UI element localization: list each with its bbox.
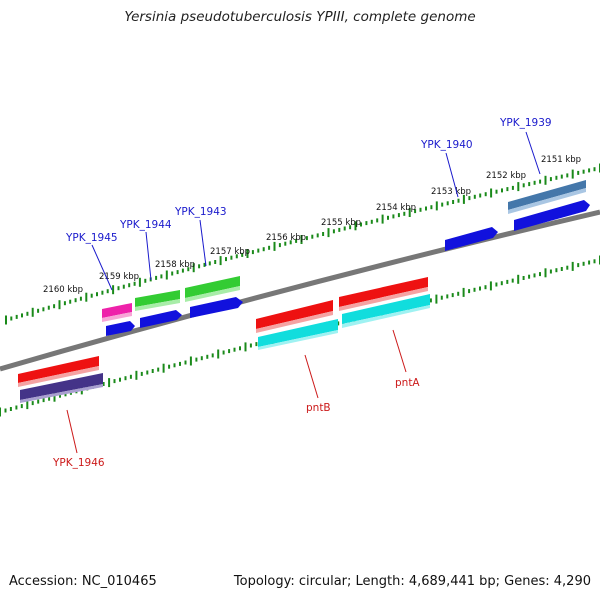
lower-leaders [66, 329, 407, 454]
figure-title: Yersinia pseudotuberculosis YPIII, compl… [124, 9, 476, 25]
feature-blue-arrow [190, 297, 243, 318]
feature-steel [508, 180, 586, 210]
feature-blue-arrow [140, 310, 182, 328]
feature-red [18, 356, 99, 383]
feature-green-shade [135, 299, 180, 311]
kbp-labels: 2151 kbp 2152 kbp 2153 kbp 2154 kbp 2155… [43, 155, 581, 295]
gene-label-ypk-1944: YPK_1944 [119, 219, 172, 231]
kbp-label: 2155 kbp [321, 218, 361, 228]
kbp-label: 2154 kbp [376, 203, 416, 213]
features-lower-strand [18, 277, 430, 403]
gene-label-ypk-1945: YPK_1945 [65, 232, 118, 244]
feature-red-shade [339, 287, 428, 311]
topology-label: Topology: circular; Length: 4,689,441 bp… [233, 574, 591, 589]
leader-line [304, 354, 319, 399]
feature-red [256, 300, 333, 329]
gene-label-pnta: pntA [395, 377, 420, 389]
feature-green-shade [185, 286, 240, 302]
feature-navy-shade [20, 384, 103, 403]
kbp-label: 2159 kbp [99, 272, 139, 282]
feature-red-shade [18, 366, 99, 387]
upper-leaders [91, 131, 541, 291]
leader-line [392, 329, 407, 373]
leader-line [525, 131, 541, 175]
leader-line [66, 409, 78, 454]
feature-red [339, 277, 428, 307]
accession-label: Accession: NC_010465 [9, 574, 157, 589]
kbp-label: 2157 kbp [210, 247, 250, 257]
feature-cyan-shade [258, 330, 338, 350]
feature-green [135, 290, 180, 307]
kbp-label: 2153 kbp [431, 187, 471, 197]
gene-label-ypk-1940: YPK_1940 [420, 139, 473, 151]
genome-backbone [0, 209, 600, 372]
feature-cyan [342, 294, 430, 324]
gene-label-ypk-1939: YPK_1939 [499, 117, 552, 129]
feature-blue-arrow [445, 227, 498, 251]
gene-labels-bottom: YPK_1946 pntB pntA [52, 377, 420, 469]
leader-line [91, 244, 113, 291]
feature-magenta-shade [102, 312, 132, 322]
feature-blue-arrow [106, 321, 135, 336]
gene-label-pntb: pntB [306, 402, 331, 414]
feature-red-shade [256, 311, 333, 333]
features-upper-strand [102, 180, 590, 336]
tick-row-upper [5, 163, 600, 325]
kbp-label: 2160 kbp [43, 285, 83, 295]
feature-blue-arrow [514, 200, 590, 231]
feature-green [185, 276, 240, 298]
leader-line [145, 231, 152, 281]
kbp-label: 2158 kbp [155, 260, 195, 270]
kbp-label: 2156 kbp [266, 233, 306, 243]
feature-magenta [102, 303, 132, 318]
feature-cyan [258, 319, 338, 347]
gene-label-ypk-1946: YPK_1946 [52, 457, 105, 469]
leader-line [445, 152, 459, 198]
feature-navy [20, 373, 103, 400]
feature-steel-shade [508, 188, 586, 214]
leader-line [199, 219, 207, 267]
kbp-label: 2151 kbp [541, 155, 581, 165]
gene-labels-top: YPK_1939 YPK_1940 YPK_1943 YPK_1944 YPK_… [65, 117, 552, 244]
kbp-label: 2152 kbp [486, 171, 526, 181]
feature-cyan-shade [342, 305, 430, 328]
gene-label-ypk-1943: YPK_1943 [174, 206, 227, 218]
